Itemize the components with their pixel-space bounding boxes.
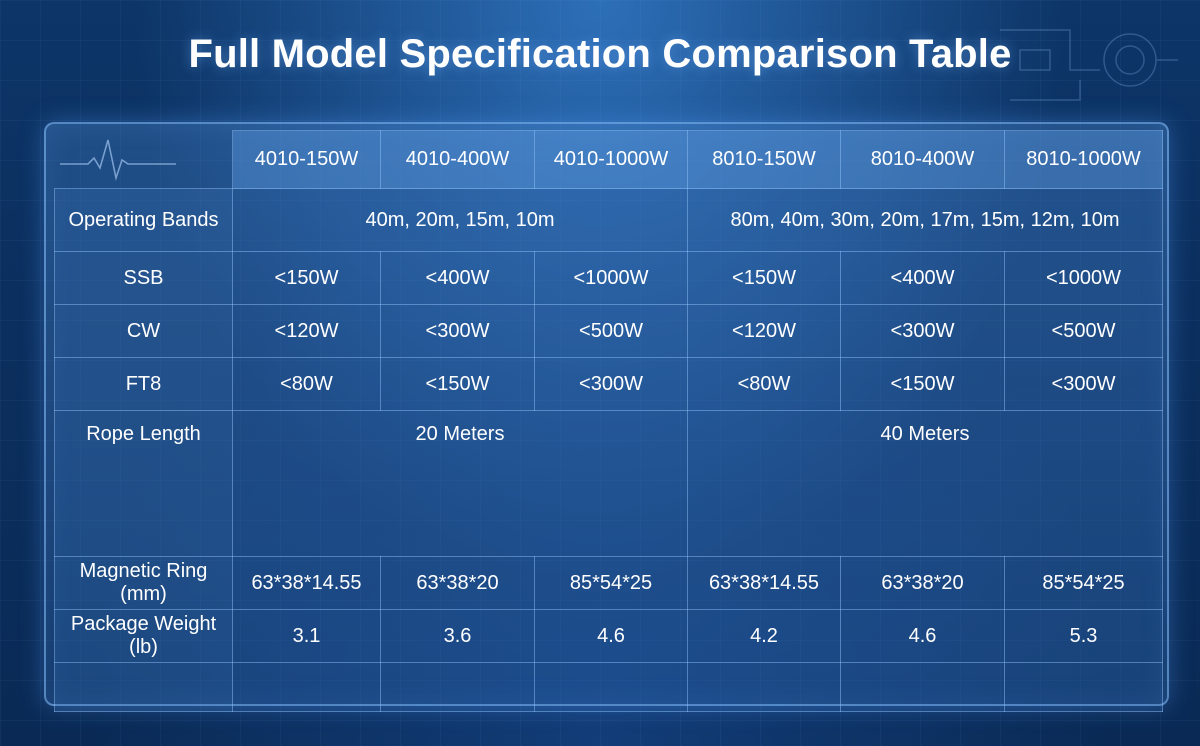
table-row: Package Weight (lb) 3.1 3.6 4.6 4.2 4.6 … bbox=[54, 609, 1163, 663]
model-header: 8010-1000W bbox=[1004, 130, 1163, 189]
model-header: 8010-150W bbox=[687, 130, 841, 189]
table-cell: <150W bbox=[687, 251, 841, 305]
rope-length-8010: 40 Meters bbox=[687, 410, 1163, 557]
table-row: FT8 <80W <150W <300W <80W <150W <300W bbox=[54, 357, 1163, 411]
table-cell: <300W bbox=[380, 304, 535, 358]
model-header: 4010-150W bbox=[232, 130, 381, 189]
operating-bands-8010: 80m, 40m, 30m, 20m, 17m, 15m, 12m, 10m bbox=[687, 188, 1163, 252]
table-row: SSB <150W <400W <1000W <150W <400W <1000… bbox=[54, 251, 1163, 305]
table-cell: <300W bbox=[840, 304, 1005, 358]
table-header-row: 4010-150W 4010-400W 4010-1000W 8010-150W… bbox=[54, 130, 1163, 189]
row-label: Rope Length bbox=[54, 410, 233, 557]
table-cell: <150W bbox=[232, 251, 381, 305]
table-cell: <500W bbox=[534, 304, 688, 358]
table-cell: <300W bbox=[534, 357, 688, 411]
table-cell: 4.2 bbox=[687, 609, 841, 663]
table-cell: 4.6 bbox=[534, 609, 688, 663]
model-header: 4010-1000W bbox=[534, 130, 688, 189]
empty-cell bbox=[840, 662, 1005, 712]
model-header: 4010-400W bbox=[380, 130, 535, 189]
model-header: 8010-400W bbox=[840, 130, 1005, 189]
table-cell: <80W bbox=[232, 357, 381, 411]
table-row: Operating Bands 40m, 20m, 15m, 10m 80m, … bbox=[54, 188, 1163, 252]
empty-cell bbox=[1004, 662, 1163, 712]
table-cell: 85*54*25 bbox=[1004, 556, 1163, 610]
table-cell: <120W bbox=[687, 304, 841, 358]
rope-length-4010: 20 Meters bbox=[232, 410, 688, 557]
empty-cell bbox=[534, 662, 688, 712]
table-row: Magnetic Ring (mm) 63*38*14.55 63*38*20 … bbox=[54, 556, 1163, 610]
table-cell: <1000W bbox=[534, 251, 688, 305]
page-title: Full Model Specification Comparison Tabl… bbox=[188, 32, 1012, 76]
row-label: Operating Bands bbox=[54, 188, 233, 252]
table-cell: <500W bbox=[1004, 304, 1163, 358]
empty-cell bbox=[54, 662, 233, 712]
empty-cell bbox=[687, 662, 841, 712]
table-cell: <80W bbox=[687, 357, 841, 411]
table-corner bbox=[54, 130, 233, 189]
table-cell: <400W bbox=[840, 251, 1005, 305]
table-cell: 63*38*14.55 bbox=[687, 556, 841, 610]
table-cell: 3.1 bbox=[232, 609, 381, 663]
row-label: Magnetic Ring (mm) bbox=[54, 556, 233, 610]
table-cell: 63*38*20 bbox=[840, 556, 1005, 610]
table-row: Rope Length 20 Meters 40 Meters bbox=[54, 410, 1163, 557]
table-row-empty bbox=[54, 662, 1163, 712]
table-cell: <1000W bbox=[1004, 251, 1163, 305]
row-label: SSB bbox=[54, 251, 233, 305]
table-cell: 5.3 bbox=[1004, 609, 1163, 663]
circuit-decoration-icon bbox=[1000, 29, 1178, 101]
table-cell: 3.6 bbox=[380, 609, 535, 663]
row-label: FT8 bbox=[54, 357, 233, 411]
table-cell: 85*54*25 bbox=[534, 556, 688, 610]
row-label: Package Weight (lb) bbox=[54, 609, 233, 663]
table-cell: <120W bbox=[232, 304, 381, 358]
table-cell: <150W bbox=[840, 357, 1005, 411]
table-cell: <400W bbox=[380, 251, 535, 305]
table-row: CW <120W <300W <500W <120W <300W <500W bbox=[54, 304, 1163, 358]
empty-cell bbox=[232, 662, 381, 712]
table-cell: 63*38*14.55 bbox=[232, 556, 381, 610]
empty-cell bbox=[380, 662, 535, 712]
row-label: CW bbox=[54, 304, 233, 358]
spec-comparison-table: 4010-150W 4010-400W 4010-1000W 8010-150W… bbox=[54, 130, 1163, 712]
table-cell: 4.6 bbox=[840, 609, 1005, 663]
operating-bands-4010: 40m, 20m, 15m, 10m bbox=[232, 188, 688, 252]
table-cell: <150W bbox=[380, 357, 535, 411]
table-cell: 63*38*20 bbox=[380, 556, 535, 610]
table-cell: <300W bbox=[1004, 357, 1163, 411]
